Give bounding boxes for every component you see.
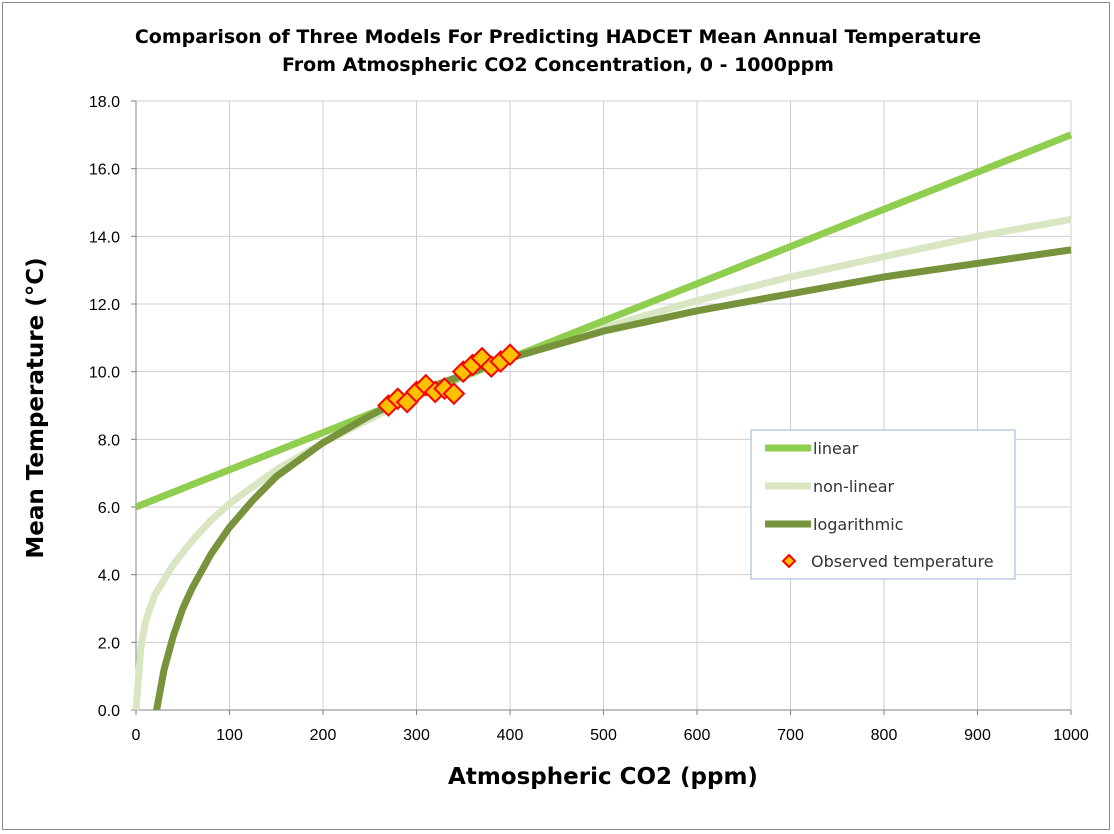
legend-label-non-linear: non-linear bbox=[813, 477, 895, 496]
x-tick-label: 600 bbox=[684, 727, 711, 744]
legend-marker-observed bbox=[781, 553, 797, 569]
chart-title-line-2: From Atmospheric CO2 Concentration, 0 - … bbox=[282, 54, 834, 76]
x-tick-label: 700 bbox=[777, 727, 804, 744]
y-tick-label: 4.0 bbox=[98, 568, 120, 585]
x-tick-label: 900 bbox=[964, 727, 991, 744]
y-tick-label: 10.0 bbox=[89, 365, 120, 382]
x-tick-label: 100 bbox=[216, 727, 243, 744]
legend-label-linear: linear bbox=[813, 439, 859, 458]
legend-label-logarithmic: logarithmic bbox=[813, 515, 903, 534]
x-tick-label: 500 bbox=[590, 727, 617, 744]
x-axis-title: Atmospheric CO2 (ppm) bbox=[448, 764, 758, 790]
x-tick-label: 400 bbox=[497, 727, 524, 744]
observed-markers bbox=[377, 343, 522, 417]
observed-point bbox=[498, 343, 522, 367]
legend: linear non-linear logarithmic Observed temp… bbox=[750, 429, 1016, 580]
series-line-logarithmic bbox=[153, 246, 1072, 711]
y-tick-label: 8.0 bbox=[98, 432, 120, 449]
chart-title-line-1: Comparison of Three Models For Predictin… bbox=[135, 26, 981, 48]
y-axis-title: Mean Temperature (°C) bbox=[23, 257, 49, 558]
x-tick-label: 1000 bbox=[1053, 727, 1089, 744]
series-line-linear bbox=[134, 131, 1073, 511]
axes bbox=[131, 100, 1072, 715]
y-tick-label: 0.0 bbox=[98, 703, 120, 720]
x-tick-label: 0 bbox=[132, 727, 141, 744]
x-tick-label: 300 bbox=[403, 727, 430, 744]
y-tick-label: 12.0 bbox=[89, 297, 120, 314]
y-tick-label: 2.0 bbox=[98, 635, 120, 652]
legend-label-observed: Observed temperature bbox=[811, 552, 994, 571]
y-tick-label: 14.0 bbox=[89, 229, 120, 246]
observed-point bbox=[442, 382, 466, 406]
tick-labels: 0 100 200 300 400 500 600 700 800 900 1000 0.0 2.0 4.… bbox=[89, 94, 1089, 744]
x-tick-label: 800 bbox=[871, 727, 898, 744]
series-lines bbox=[132, 131, 1073, 711]
y-tick-label: 18.0 bbox=[89, 94, 120, 111]
legend-box bbox=[750, 429, 1016, 580]
x-tick-label: 200 bbox=[310, 727, 337, 744]
chart-svg: Comparison of Three Models For Predictin… bbox=[23, 26, 1089, 790]
y-tick-label: 6.0 bbox=[98, 500, 120, 517]
y-tick-label: 16.0 bbox=[89, 162, 120, 179]
